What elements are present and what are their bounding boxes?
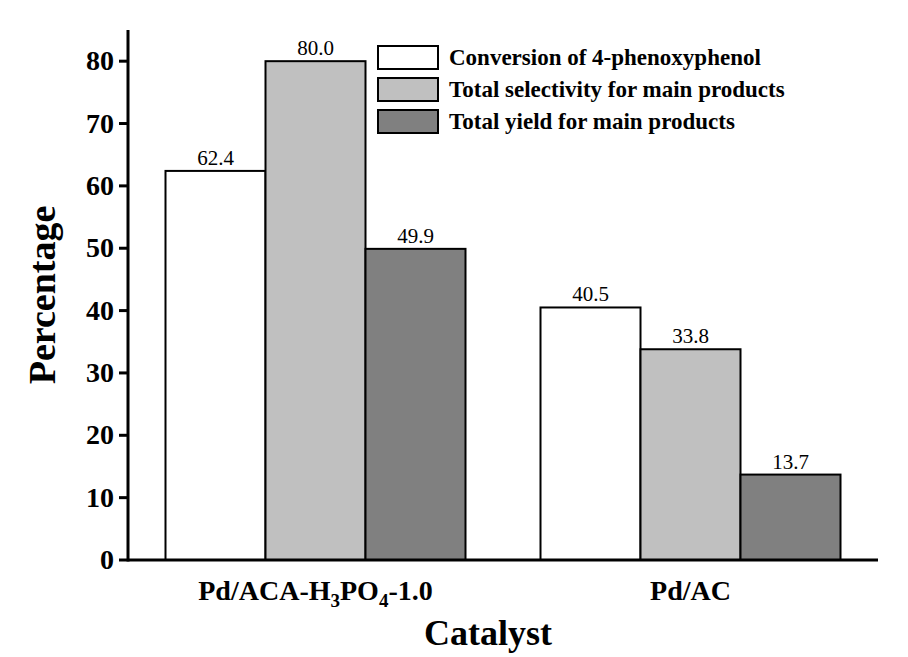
data-label: 40.5	[572, 282, 609, 306]
chart: 62.4 40.5 80.0 33.8 49.9 13.7 0 10 20 30 40 50 60 70 8…	[0, 0, 908, 657]
y-tick	[119, 371, 128, 374]
y-tick-label: 20	[86, 419, 114, 450]
y-tick-label: 80	[86, 45, 114, 76]
y-tick	[119, 496, 128, 499]
y-tick-label: 0	[100, 544, 114, 575]
data-label: 80.0	[297, 36, 334, 60]
y-axis	[127, 30, 130, 562]
subscript: 4	[379, 590, 389, 611]
y-tick	[119, 309, 128, 312]
y-tick-label: 40	[86, 295, 114, 326]
y-tick-label: 10	[86, 482, 114, 513]
legend-label: Total selectivity for main products	[449, 77, 785, 102]
legend-label: Conversion of 4-phenoxyphenol	[449, 45, 761, 70]
y-tick	[119, 434, 128, 437]
legend-swatch	[378, 46, 438, 69]
legend-swatch	[378, 110, 438, 133]
y-tick-label: 60	[86, 170, 114, 201]
text-part: Pd/AC	[650, 575, 731, 606]
x-axis-title: Catalyst	[424, 613, 552, 653]
y-tick-label: 30	[86, 357, 114, 388]
data-label: 49.9	[397, 224, 434, 248]
text-part: -1.0	[388, 575, 432, 606]
text-part: PO	[340, 575, 379, 606]
y-tick-label: 70	[86, 108, 114, 139]
data-label: 62.4	[197, 146, 234, 170]
data-label: 33.8	[672, 324, 709, 348]
y-tick	[119, 184, 128, 187]
bar	[366, 249, 466, 560]
bar	[741, 475, 841, 560]
bar	[541, 307, 641, 560]
bar	[166, 171, 266, 560]
bar	[641, 349, 741, 560]
y-tick-label: 50	[86, 232, 114, 263]
y-tick	[119, 559, 128, 562]
legend-label: Total yield for main products	[449, 109, 735, 134]
bar	[266, 61, 366, 560]
text-part: Pd/ACA-H	[198, 575, 330, 606]
y-axis-title: Percentage	[21, 206, 63, 385]
data-labels: 62.4 40.5 80.0 33.8 49.9 13.7	[197, 36, 809, 473]
x-tick-label: Pd/ACA-H3PO4-1.0	[198, 575, 432, 611]
bars	[166, 61, 841, 560]
x-tick-label: Pd/AC	[650, 575, 731, 606]
legend-swatch	[378, 78, 438, 101]
data-label: 13.7	[772, 450, 809, 474]
x-axis	[128, 559, 878, 562]
y-tick	[119, 122, 128, 125]
legend: Conversion of 4-phenoxyphenol Total selec…	[378, 45, 785, 134]
y-tick	[119, 60, 128, 63]
y-tick	[119, 247, 128, 250]
subscript: 3	[331, 590, 341, 611]
